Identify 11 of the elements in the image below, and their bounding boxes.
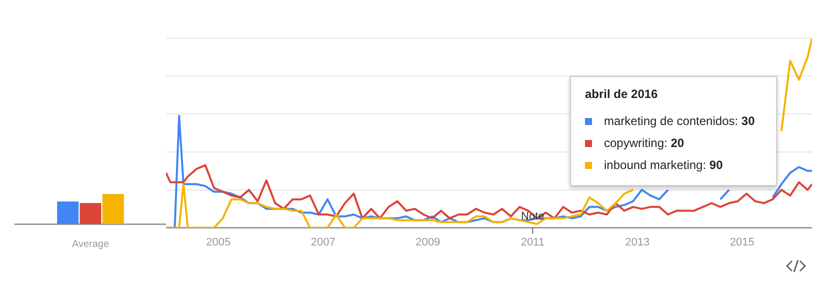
annotation: copywriting: 20	[604, 136, 684, 150]
annotation: inbound marketing: 90	[604, 158, 723, 172]
annotation: abril de 2016	[585, 87, 659, 101]
x-tick-label: 2015	[730, 236, 754, 248]
x-tick-label: 2007	[310, 236, 336, 248]
annotation: marketing de contenidos: 30	[604, 114, 755, 128]
x-tick-label: Average	[72, 238, 110, 250]
x-tick-label: 2011	[520, 236, 544, 248]
x-tick-label: 2009	[416, 236, 440, 248]
x-tick-label: 2013	[625, 236, 650, 248]
x-tick-label: 2005	[206, 236, 231, 248]
